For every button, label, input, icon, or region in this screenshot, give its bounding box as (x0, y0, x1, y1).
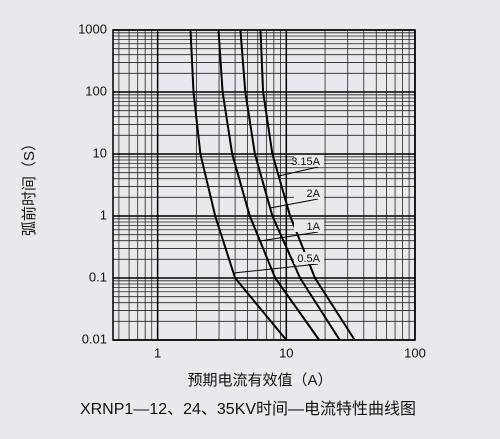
y-tick-label: 1000 (78, 21, 107, 36)
leader-line (270, 198, 319, 209)
label-bg (294, 220, 324, 232)
curve-label: 1A (307, 221, 321, 233)
x-axis-label: 预期电流有效值（A） (187, 372, 332, 389)
label-bg (294, 187, 324, 199)
leader-line (233, 263, 319, 274)
curve (239, 29, 341, 341)
curve-label: 0.5A (297, 253, 320, 265)
curve-label: 2A (307, 188, 321, 200)
x-tick-label: 10 (279, 345, 293, 360)
y-tick-label: 0.01 (82, 331, 107, 346)
curve (217, 29, 321, 341)
curve (189, 29, 288, 341)
leader-line (278, 166, 319, 177)
plot-frame (112, 29, 416, 341)
y-tick-label: 100 (85, 83, 107, 98)
leader-line (259, 231, 319, 242)
y-axis-label: 弧前时间（S） (21, 136, 38, 236)
y-tick-label: 10 (93, 145, 107, 160)
y-tick-label: 1 (100, 207, 107, 222)
chart-title: XRNP1—12、24、35KV时间—电流特性曲线图 (80, 400, 416, 418)
curve-label: 3.15A (291, 156, 320, 168)
curve (259, 29, 356, 341)
x-tick-label: 100 (404, 345, 426, 360)
x-tick-label: 1 (154, 345, 161, 360)
label-bg (294, 252, 324, 264)
y-tick-label: 0.1 (89, 269, 107, 284)
label-bg (294, 155, 324, 167)
